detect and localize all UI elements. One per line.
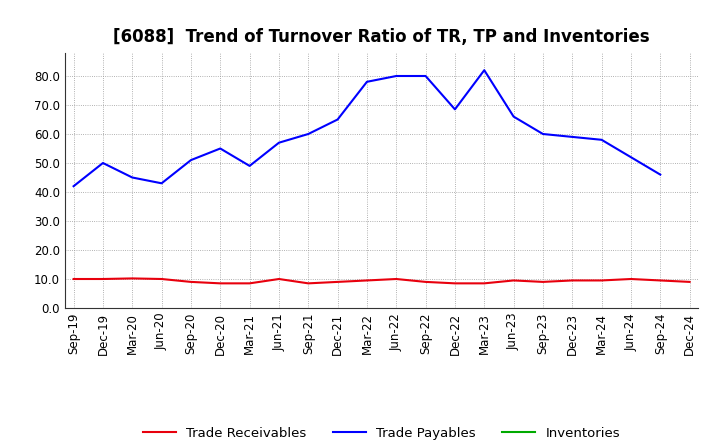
Trade Receivables bbox=[480, 281, 489, 286]
Trade Payables bbox=[451, 107, 459, 112]
Trade Payables bbox=[69, 183, 78, 189]
Trade Receivables bbox=[128, 276, 137, 281]
Trade Receivables bbox=[421, 279, 430, 285]
Trade Payables bbox=[568, 134, 577, 139]
Trade Receivables bbox=[656, 278, 665, 283]
Trade Receivables bbox=[685, 279, 694, 285]
Trade Receivables bbox=[246, 281, 254, 286]
Trade Receivables bbox=[186, 279, 195, 285]
Trade Payables bbox=[363, 79, 372, 84]
Legend: Trade Receivables, Trade Payables, Inventories: Trade Receivables, Trade Payables, Inven… bbox=[138, 422, 626, 440]
Line: Trade Receivables: Trade Receivables bbox=[73, 279, 690, 283]
Trade Payables bbox=[333, 117, 342, 122]
Trade Payables bbox=[392, 73, 400, 79]
Trade Payables bbox=[539, 132, 547, 137]
Trade Receivables bbox=[99, 276, 107, 282]
Trade Payables bbox=[246, 163, 254, 169]
Trade Receivables bbox=[626, 276, 635, 282]
Trade Receivables bbox=[392, 276, 400, 282]
Trade Receivables bbox=[333, 279, 342, 285]
Trade Payables bbox=[626, 154, 635, 160]
Trade Payables bbox=[274, 140, 283, 145]
Trade Payables bbox=[509, 114, 518, 119]
Trade Receivables bbox=[539, 279, 547, 285]
Trade Payables bbox=[157, 181, 166, 186]
Trade Payables bbox=[128, 175, 137, 180]
Trade Receivables bbox=[451, 281, 459, 286]
Trade Receivables bbox=[568, 278, 577, 283]
Trade Payables bbox=[99, 160, 107, 165]
Trade Payables bbox=[216, 146, 225, 151]
Trade Receivables bbox=[509, 278, 518, 283]
Title: [6088]  Trend of Turnover Ratio of TR, TP and Inventories: [6088] Trend of Turnover Ratio of TR, TP… bbox=[113, 28, 650, 46]
Trade Receivables bbox=[216, 281, 225, 286]
Trade Payables bbox=[304, 132, 312, 137]
Trade Receivables bbox=[304, 281, 312, 286]
Trade Receivables bbox=[274, 276, 283, 282]
Trade Receivables bbox=[363, 278, 372, 283]
Trade Receivables bbox=[69, 276, 78, 282]
Trade Payables bbox=[598, 137, 606, 143]
Trade Payables bbox=[656, 172, 665, 177]
Line: Trade Payables: Trade Payables bbox=[73, 70, 660, 186]
Trade Receivables bbox=[598, 278, 606, 283]
Trade Payables bbox=[480, 68, 489, 73]
Trade Payables bbox=[421, 73, 430, 79]
Trade Payables bbox=[186, 158, 195, 163]
Trade Receivables bbox=[157, 276, 166, 282]
